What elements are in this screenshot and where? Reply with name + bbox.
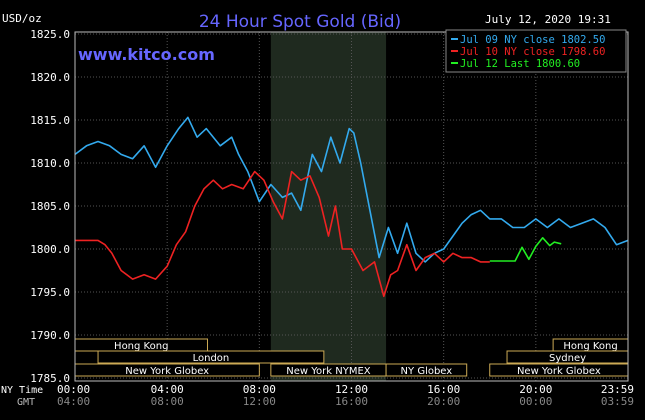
gmt-tick-label: 00:00 — [519, 395, 552, 408]
series-line-0 — [74, 116, 629, 263]
y-axis-label: USD/oz — [2, 12, 42, 25]
chart-title: 24 Hour Spot Gold (Bid) — [199, 12, 401, 32]
y-tick-label: 1795.0 — [30, 286, 70, 299]
session-label: Hong Kong — [114, 341, 168, 352]
y-tick-label: 1790.0 — [30, 329, 70, 342]
x-tick-labels: 00:0004:0004:0008:0008:0012:0012:0016:00… — [57, 383, 634, 408]
ny-time-tick-label: 00:00 — [57, 383, 90, 396]
legend-entry: Jul 10 NY close 1798.60 — [460, 46, 605, 58]
session-label: Hong Kong — [563, 341, 617, 352]
ny-time-tick-label: 04:00 — [151, 383, 184, 396]
ny-time-tick-label: 08:00 — [243, 383, 276, 396]
series-line-2 — [489, 237, 562, 262]
y-tick-label: 1820.0 — [30, 71, 70, 84]
legend-entry: Jul 09 NY close 1802.50 — [460, 34, 605, 46]
session-label: New York Globex — [125, 366, 209, 377]
gmt-tick-label: 20:00 — [427, 395, 460, 408]
ny-time-tick-label: 23:59 — [601, 383, 634, 396]
y-tick-label: 1825.0 — [30, 28, 70, 41]
legend-entry: Jul 12 Last 1800.60 — [460, 58, 580, 70]
plot-frame — [74, 31, 629, 382]
y-tick-label: 1810.0 — [30, 157, 70, 170]
gmt-tick-label: 16:00 — [335, 395, 368, 408]
y-tick-label: 1815.0 — [30, 114, 70, 127]
gmt-row-label: GMT — [17, 397, 35, 408]
gmt-tick-label: 08:00 — [151, 395, 184, 408]
session-label: New York NYMEX — [286, 366, 371, 377]
gmt-tick-label: 04:00 — [57, 395, 90, 408]
y-tick-labels: 1825.0 1820.0 1815.0 1810.0 1805.0 1800.0 1795… — [30, 28, 70, 385]
y-tick-label: 1805.0 — [30, 200, 70, 213]
gmt-tick-label: 12:00 — [243, 395, 276, 408]
session-box — [385, 363, 468, 377]
y-tick-label: 1800.0 — [30, 243, 70, 256]
session-label: London — [193, 353, 230, 364]
session-label: New York Globex — [517, 366, 601, 377]
legend-box — [445, 29, 627, 73]
session-label: Sydney — [549, 353, 586, 364]
gmt-tick-label: 03:59 — [601, 395, 634, 408]
session-box — [97, 350, 325, 364]
timestamp: July 12, 2020 19:31 — [485, 13, 611, 26]
watermark: www.kitco.com — [78, 45, 215, 64]
ny-time-tick-label: 20:00 — [519, 383, 552, 396]
series-line-1 — [75, 170, 490, 298]
ny-time-tick-label: 16:00 — [427, 383, 460, 396]
y-tick-label: 1785.0 — [30, 372, 70, 385]
ny-time-row-label: NY Time — [1, 385, 43, 396]
series-lines — [74, 116, 629, 298]
ny-time-tick-label: 12:00 — [335, 383, 368, 396]
session-label: NY Globex — [401, 366, 453, 377]
